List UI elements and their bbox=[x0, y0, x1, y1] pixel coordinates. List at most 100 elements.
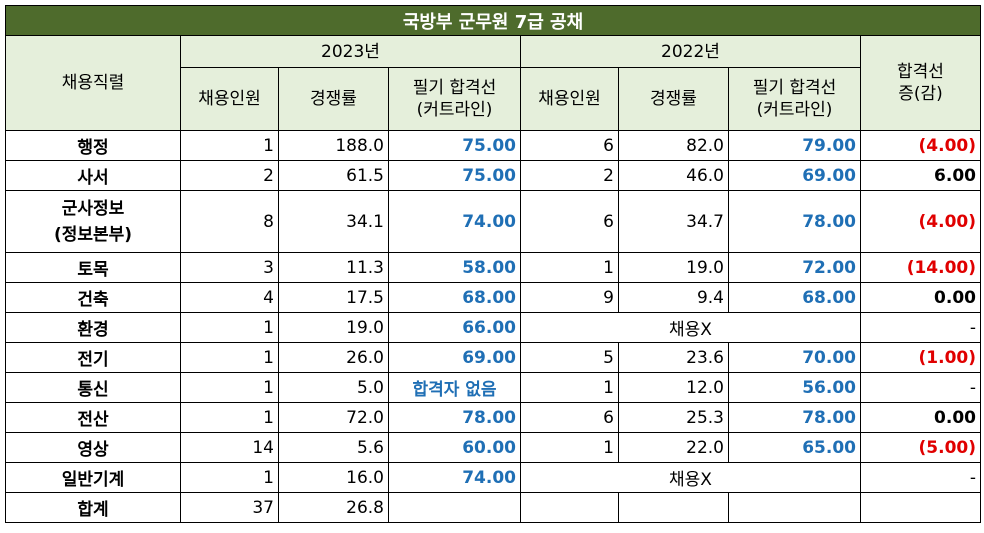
ratio-2022: 9.4 bbox=[618, 282, 729, 313]
cutoff-change: - bbox=[860, 462, 981, 493]
hires-2023: 2 bbox=[180, 160, 279, 191]
cutoff-2022: 56.00 bbox=[728, 372, 861, 403]
hires-2022: 1 bbox=[520, 372, 619, 403]
table-row: 일반기계 1 16.0 74.00 채용X - bbox=[5, 462, 981, 493]
not-hired-note: 채용X bbox=[520, 312, 861, 343]
cutoff-change: - bbox=[860, 372, 981, 403]
table-row: 사서 2 61.5 75.00 2 46.0 69.00 6.00 bbox=[5, 160, 981, 191]
ratio-2022: 19.0 bbox=[618, 252, 729, 283]
not-hired-note: 채용X bbox=[520, 462, 861, 493]
hires-2022: 6 bbox=[520, 402, 619, 433]
ratio-2022: 12.0 bbox=[618, 372, 729, 403]
ratio-2022: 34.7 bbox=[618, 190, 729, 253]
cutoff-2022: 78.00 bbox=[728, 190, 861, 253]
position-name: 건축 bbox=[5, 282, 181, 313]
header-ratio-2022: 경쟁률 bbox=[618, 67, 729, 131]
header-cutoff-line2: (커트라인) bbox=[416, 100, 493, 120]
position-name: 일반기계 bbox=[5, 462, 181, 493]
cutoff-2023: 68.00 bbox=[388, 282, 521, 313]
table-row: 전기 1 26.0 69.00 5 23.6 70.00 (1.00) bbox=[5, 342, 981, 373]
cutoff-change bbox=[860, 492, 981, 523]
hires-2022: 9 bbox=[520, 282, 619, 313]
hires-2023: 8 bbox=[180, 190, 279, 253]
position-name: 영상 bbox=[5, 432, 181, 463]
ratio-2022: 23.6 bbox=[618, 342, 729, 373]
header-cutoff-2022: 필기 합격선 (커트라인) bbox=[728, 67, 861, 131]
cutoff-2023: 58.00 bbox=[388, 252, 521, 283]
header-cutoff-2023: 필기 합격선 (커트라인) bbox=[388, 67, 521, 131]
hires-2022 bbox=[520, 492, 619, 523]
cutoff-2023: 60.00 bbox=[388, 432, 521, 463]
hires-2023: 1 bbox=[180, 130, 279, 161]
position-name: 전기 bbox=[5, 342, 181, 373]
cutoff-2022: 68.00 bbox=[728, 282, 861, 313]
table-row: 행정 1 188.0 75.00 6 82.0 79.00 (4.00) bbox=[5, 130, 981, 161]
cutoff-2023: 74.00 bbox=[388, 190, 521, 253]
cutoff-2023: 69.00 bbox=[388, 342, 521, 373]
table-row: 전산 1 72.0 78.00 6 25.3 78.00 0.00 bbox=[5, 402, 981, 433]
table-title: 국방부 군무원 7급 공채 bbox=[5, 5, 981, 36]
cutoff-2023: 74.00 bbox=[388, 462, 521, 493]
hires-2023: 1 bbox=[180, 462, 279, 493]
hires-2022: 5 bbox=[520, 342, 619, 373]
ratio-2023: 34.1 bbox=[278, 190, 389, 253]
position-name: 통신 bbox=[5, 372, 181, 403]
hires-2023: 1 bbox=[180, 372, 279, 403]
position-name-line2: (정보본부) bbox=[53, 224, 133, 245]
header-hires-2022: 채용인원 bbox=[520, 67, 619, 131]
cutoff-2023: 합격자 없음 bbox=[388, 372, 521, 403]
cutoff-change: 0.00 bbox=[860, 402, 981, 433]
table-row: 영상 14 5.6 60.00 1 22.0 65.00 (5.00) bbox=[5, 432, 981, 463]
cutoff-change: (4.00) bbox=[860, 190, 981, 253]
cutoff-2022: 65.00 bbox=[728, 432, 861, 463]
hires-2023: 14 bbox=[180, 432, 279, 463]
cutoff-change: (5.00) bbox=[860, 432, 981, 463]
table-row: 토목 3 11.3 58.00 1 19.0 72.00 (14.00) bbox=[5, 252, 981, 283]
header-change: 합격선 증(감) bbox=[860, 35, 981, 131]
hires-2022: 2 bbox=[520, 160, 619, 191]
table-row: 통신 1 5.0 합격자 없음 1 12.0 56.00 - bbox=[5, 372, 981, 403]
cutoff-change: 6.00 bbox=[860, 160, 981, 191]
header-cutoff-line1: 필기 합격선 bbox=[752, 78, 837, 98]
hires-2022: 6 bbox=[520, 190, 619, 253]
ratio-2023: 72.0 bbox=[278, 402, 389, 433]
position-name: 합계 bbox=[5, 492, 181, 523]
ratio-2023: 11.3 bbox=[278, 252, 389, 283]
cutoff-change: (14.00) bbox=[860, 252, 981, 283]
recruitment-table: 국방부 군무원 7급 공채 채용직렬 2023년 2022년 합격선 증(감) … bbox=[5, 5, 981, 523]
hires-2023: 1 bbox=[180, 342, 279, 373]
cutoff-change: (1.00) bbox=[860, 342, 981, 373]
hires-2022: 6 bbox=[520, 130, 619, 161]
position-name: 전산 bbox=[5, 402, 181, 433]
cutoff-2022: 70.00 bbox=[728, 342, 861, 373]
hires-2023: 3 bbox=[180, 252, 279, 283]
position-name-line1: 군사정보 bbox=[61, 198, 125, 219]
cutoff-change: (4.00) bbox=[860, 130, 981, 161]
cutoff-2022 bbox=[728, 492, 861, 523]
ratio-2022 bbox=[618, 492, 729, 523]
ratio-2023: 5.0 bbox=[278, 372, 389, 403]
hires-2023: 1 bbox=[180, 402, 279, 433]
cutoff-2022: 72.00 bbox=[728, 252, 861, 283]
cutoff-2023: 75.00 bbox=[388, 130, 521, 161]
cutoff-2022: 78.00 bbox=[728, 402, 861, 433]
hires-2023: 4 bbox=[180, 282, 279, 313]
position-name: 사서 bbox=[5, 160, 181, 191]
hires-2023: 1 bbox=[180, 312, 279, 343]
hires-2022: 1 bbox=[520, 252, 619, 283]
ratio-2023: 17.5 bbox=[278, 282, 389, 313]
table-row: 환경 1 19.0 66.00 채용X - bbox=[5, 312, 981, 343]
cutoff-2023: 66.00 bbox=[388, 312, 521, 343]
ratio-2023: 26.0 bbox=[278, 342, 389, 373]
ratio-2022: 46.0 bbox=[618, 160, 729, 191]
header-change-line2: 증(감) bbox=[898, 84, 943, 104]
header-cutoff-line1: 필기 합격선 bbox=[412, 78, 497, 98]
header-cutoff-line2: (커트라인) bbox=[756, 100, 833, 120]
ratio-2023: 61.5 bbox=[278, 160, 389, 191]
cutoff-2022: 69.00 bbox=[728, 160, 861, 191]
cutoff-change: 0.00 bbox=[860, 282, 981, 313]
table-row: 군사정보 (정보본부) 8 34.1 74.00 6 34.7 78.00 (4… bbox=[5, 190, 981, 253]
header-2022: 2022년 bbox=[520, 35, 861, 68]
cutoff-2023: 78.00 bbox=[388, 402, 521, 433]
ratio-2023: 5.6 bbox=[278, 432, 389, 463]
